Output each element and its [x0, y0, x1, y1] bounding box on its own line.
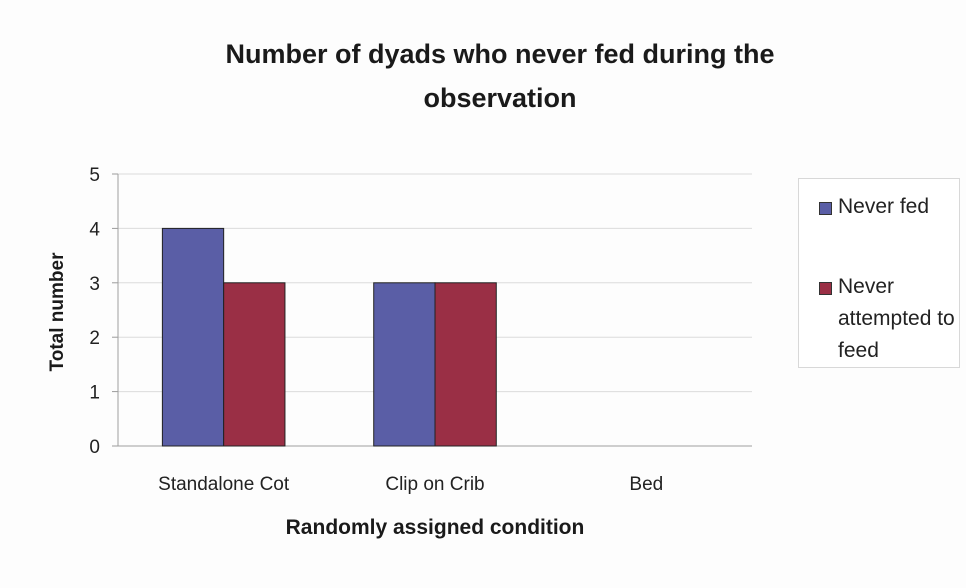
y-tick-label-2: 2 [89, 328, 100, 349]
y-tick-label-5: 5 [89, 165, 100, 186]
bar-standalone-cot-series-0 [161, 227, 225, 447]
legend-label-never-fed: Never fed [838, 195, 930, 218]
legend-label-never-attempted: Never attempted to feed [838, 275, 955, 362]
bar-standalone-cot-series-1 [223, 282, 286, 447]
legend-item-never-fed: Never fed [819, 195, 958, 223]
y-tick-label-4: 4 [89, 219, 100, 240]
y-tick-label-1: 1 [89, 383, 100, 404]
y-tick-label-0: 0 [89, 437, 100, 458]
y-tick-label-3: 3 [89, 274, 100, 295]
legend-swatch-never-fed [819, 202, 832, 215]
x-tick-label-standalone-cot: Standalone Cot [158, 474, 290, 495]
bar-clip-on-crib-series-0 [373, 282, 436, 447]
legend-swatch-never-attempted [819, 282, 832, 295]
x-tick-label-bed: Bed [629, 474, 663, 495]
x-tick-label-clip-on-crib: Clip on Crib [385, 474, 484, 495]
x-axis-label: Randomly assigned condition [285, 516, 585, 539]
chart-title: Number of dyads who never fed during the… [225, 39, 775, 113]
legend-item-never-attempted: Never attempted to feed [819, 275, 958, 367]
legend: Never fed Never attempted to feed [798, 178, 960, 368]
bar-clip-on-crib-series-1 [434, 282, 497, 447]
